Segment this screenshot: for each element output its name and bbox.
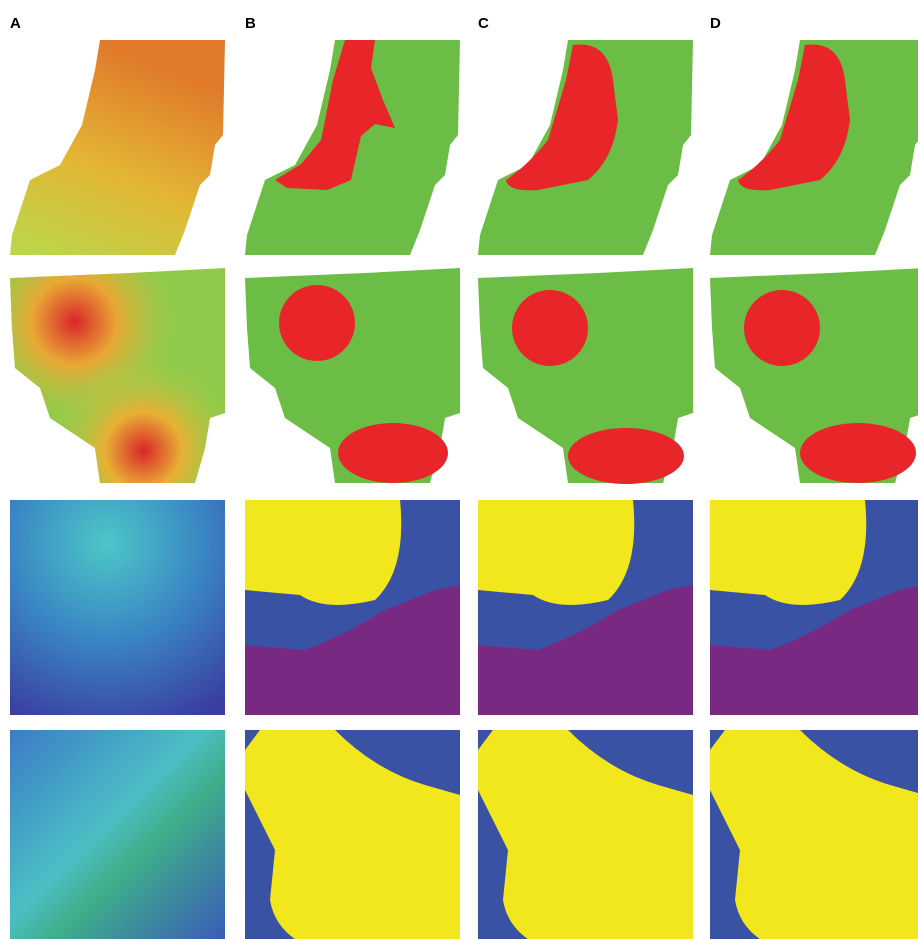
segmentation-map: [478, 268, 693, 484]
segmentation-map: [478, 40, 693, 255]
panel-label: A: [10, 15, 21, 32]
segmentation-map: [245, 40, 460, 255]
segmentation-map: [478, 730, 693, 939]
segmentation-map: [710, 40, 918, 255]
panel-label: D: [710, 15, 721, 32]
panel-label: B: [245, 15, 256, 32]
bathymetry-map: [10, 500, 225, 715]
bathymetry-map: [10, 730, 225, 939]
segmentation-map: [710, 730, 918, 939]
segmentation-map: [245, 268, 460, 483]
elevation-map: [10, 40, 225, 255]
segmentation-map: [478, 500, 693, 715]
page: A B C D: [0, 0, 918, 939]
segmentation-map: [245, 730, 460, 939]
segmentation-map: [710, 268, 918, 483]
segmentation-map: [710, 500, 918, 715]
figure: A B C D: [0, 0, 918, 939]
elevation-map: [10, 268, 225, 483]
panel-label: C: [478, 15, 489, 32]
segmentation-map: [245, 500, 460, 715]
